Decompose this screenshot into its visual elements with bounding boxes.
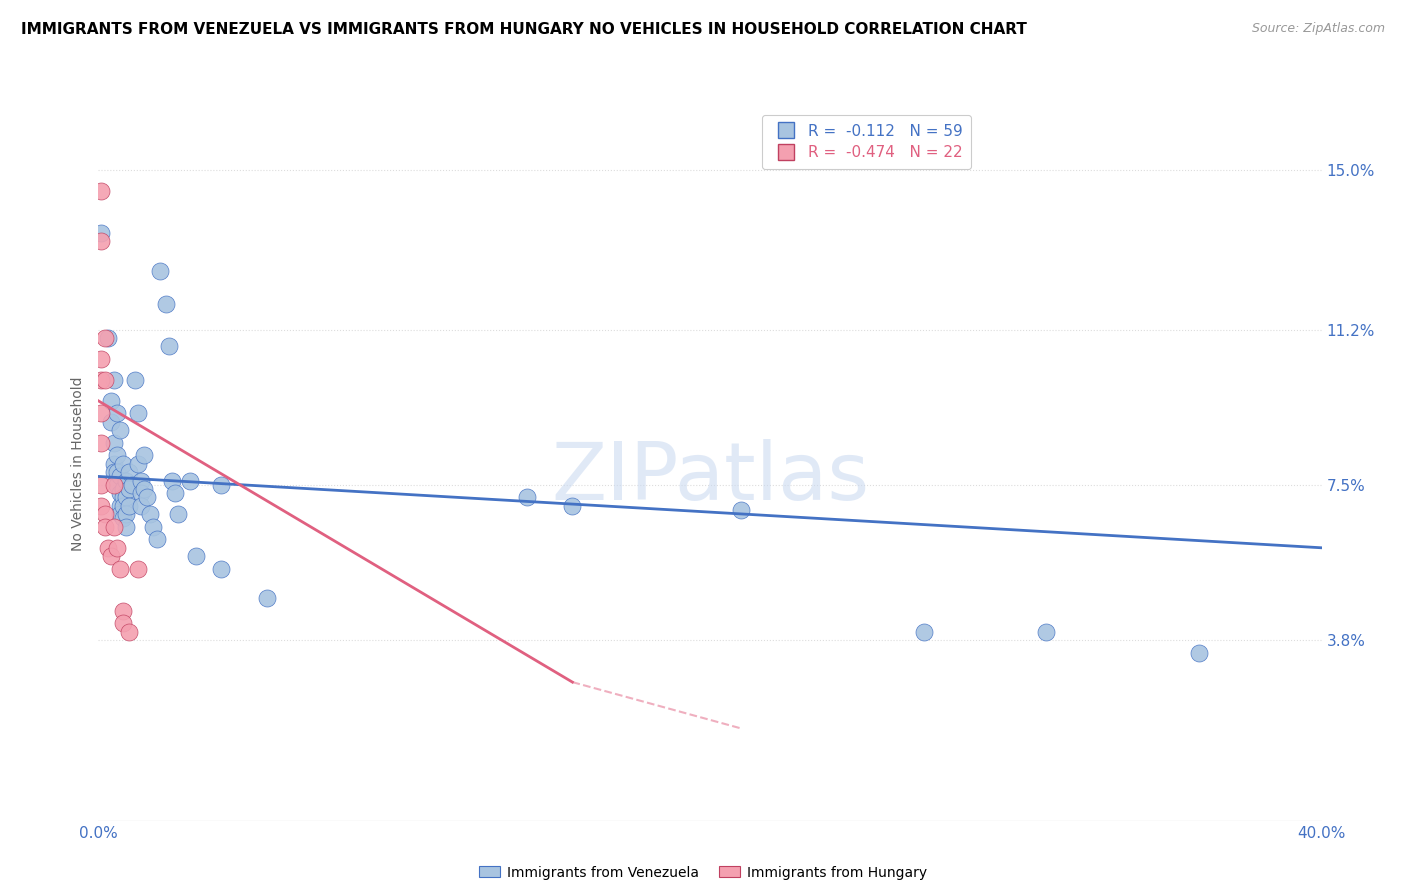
Point bbox=[167, 507, 190, 521]
Point bbox=[118, 624, 141, 639]
Point bbox=[129, 474, 152, 488]
Point bbox=[108, 469, 131, 483]
Point bbox=[115, 507, 138, 521]
Point bbox=[111, 499, 134, 513]
Point bbox=[108, 423, 131, 437]
Point bbox=[127, 562, 149, 576]
Point bbox=[90, 407, 112, 421]
Point bbox=[179, 474, 201, 488]
Point bbox=[121, 478, 143, 492]
Point bbox=[100, 393, 122, 408]
Point bbox=[115, 520, 138, 534]
Point bbox=[108, 486, 131, 500]
Point bbox=[118, 499, 141, 513]
Point bbox=[108, 507, 131, 521]
Point bbox=[103, 373, 125, 387]
Point bbox=[139, 507, 162, 521]
Point bbox=[90, 435, 112, 450]
Point bbox=[103, 478, 125, 492]
Text: ZIPatlas: ZIPatlas bbox=[551, 439, 869, 517]
Point bbox=[111, 457, 134, 471]
Point bbox=[186, 549, 208, 564]
Point bbox=[127, 457, 149, 471]
Legend: Immigrants from Venezuela, Immigrants from Hungary: Immigrants from Venezuela, Immigrants fr… bbox=[474, 860, 932, 885]
Point bbox=[145, 533, 167, 547]
Point bbox=[90, 226, 112, 240]
Text: IMMIGRANTS FROM VENEZUELA VS IMMIGRANTS FROM HUNGARY NO VEHICLES IN HOUSEHOLD CO: IMMIGRANTS FROM VENEZUELA VS IMMIGRANTS … bbox=[21, 22, 1026, 37]
Point bbox=[103, 435, 125, 450]
Point bbox=[209, 562, 232, 576]
Point bbox=[90, 184, 112, 198]
Point bbox=[142, 520, 165, 534]
Y-axis label: No Vehicles in Household: No Vehicles in Household bbox=[72, 376, 86, 551]
Point bbox=[115, 491, 138, 505]
Point bbox=[90, 351, 112, 366]
Point bbox=[90, 235, 112, 249]
Point bbox=[127, 407, 149, 421]
Point bbox=[90, 478, 112, 492]
Point bbox=[100, 549, 122, 564]
Point bbox=[103, 457, 125, 471]
Point bbox=[136, 491, 159, 505]
Point bbox=[129, 486, 152, 500]
Point bbox=[90, 499, 112, 513]
Point bbox=[561, 499, 583, 513]
Point bbox=[134, 449, 156, 463]
Point bbox=[157, 339, 180, 353]
Point bbox=[124, 373, 146, 387]
Point bbox=[108, 562, 131, 576]
Point bbox=[730, 503, 752, 517]
Point bbox=[129, 499, 152, 513]
Point bbox=[93, 520, 115, 534]
Point bbox=[160, 474, 183, 488]
Point bbox=[93, 331, 115, 345]
Point bbox=[111, 491, 134, 505]
Point bbox=[103, 520, 125, 534]
Point bbox=[97, 331, 120, 345]
Point bbox=[118, 482, 141, 496]
Point bbox=[93, 373, 115, 387]
Point bbox=[1035, 624, 1057, 639]
Point bbox=[90, 373, 112, 387]
Point bbox=[912, 624, 935, 639]
Point bbox=[118, 465, 141, 479]
Point bbox=[97, 541, 120, 555]
Point bbox=[105, 407, 128, 421]
Point bbox=[93, 507, 115, 521]
Point bbox=[155, 297, 177, 311]
Point bbox=[209, 478, 232, 492]
Point bbox=[163, 486, 186, 500]
Point bbox=[111, 482, 134, 496]
Point bbox=[256, 591, 278, 606]
Point bbox=[111, 616, 134, 631]
Point bbox=[103, 465, 125, 479]
Point bbox=[111, 604, 134, 618]
Point bbox=[115, 474, 138, 488]
Point bbox=[100, 415, 122, 429]
Point bbox=[111, 511, 134, 525]
Point bbox=[108, 499, 131, 513]
Point bbox=[105, 541, 128, 555]
Point bbox=[105, 449, 128, 463]
Point bbox=[105, 478, 128, 492]
Legend: R =  -0.112   N = 59, R =  -0.474   N = 22: R = -0.112 N = 59, R = -0.474 N = 22 bbox=[762, 115, 972, 169]
Point bbox=[149, 264, 172, 278]
Point bbox=[134, 482, 156, 496]
Point bbox=[1188, 646, 1211, 660]
Point bbox=[105, 465, 128, 479]
Text: Source: ZipAtlas.com: Source: ZipAtlas.com bbox=[1251, 22, 1385, 36]
Point bbox=[516, 491, 538, 505]
